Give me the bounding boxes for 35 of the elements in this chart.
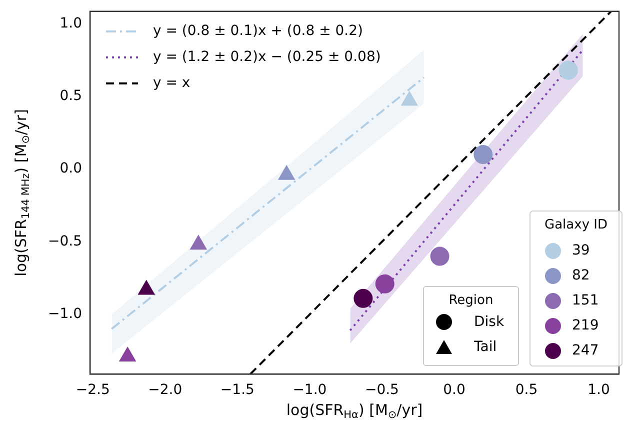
- legend-label: y = (0.8 ± 0.1)x + (0.8 ± 0.2): [153, 23, 363, 40]
- point: [375, 274, 394, 294]
- x-tick-label: 0.0: [443, 382, 466, 398]
- point: [558, 60, 578, 80]
- y-tick-label: 1.0: [60, 15, 82, 32]
- point: [138, 280, 155, 295]
- x-tick-label: −1.0: [292, 382, 327, 398]
- annotation: Region: [448, 293, 494, 309]
- point: [354, 288, 373, 308]
- x-tick-label: −2.5: [76, 382, 110, 398]
- y-axis-title: log(SFR144 MHz) [M⊙/yr]: [12, 109, 32, 276]
- legend-label: 247: [572, 342, 599, 359]
- point: [430, 246, 450, 266]
- y-tick-label: −0.5: [48, 233, 82, 250]
- annotation: Tail: [474, 338, 497, 354]
- region-key: Region Disk Tail: [423, 286, 519, 366]
- x-tick-label: −1.5: [220, 382, 254, 398]
- x-tick-label: −2.0: [148, 382, 182, 398]
- legend-label: y = x: [153, 75, 190, 92]
- x-tick-label: 0.5: [515, 382, 538, 398]
- annotation: Disk: [474, 314, 504, 330]
- y-tick-label: −1.0: [48, 306, 82, 322]
- legend-label: 219: [572, 318, 599, 334]
- legend-label: 151: [572, 292, 599, 309]
- legend-label: y = (1.2 ± 0.2)x − (0.25 ± 0.08): [153, 49, 381, 66]
- point: [190, 235, 207, 250]
- legend-label: 39: [572, 242, 590, 259]
- point: [474, 145, 493, 164]
- legend-title: Galaxy ID: [544, 217, 608, 232]
- x-tick-label: −0.5: [364, 382, 399, 398]
- point: [119, 347, 136, 362]
- y-tick-label: 0.0: [60, 160, 82, 177]
- x-tick-label: 1.0: [588, 382, 610, 398]
- y-tick-label: 0.5: [60, 88, 82, 104]
- legend-label: 82: [572, 268, 590, 284]
